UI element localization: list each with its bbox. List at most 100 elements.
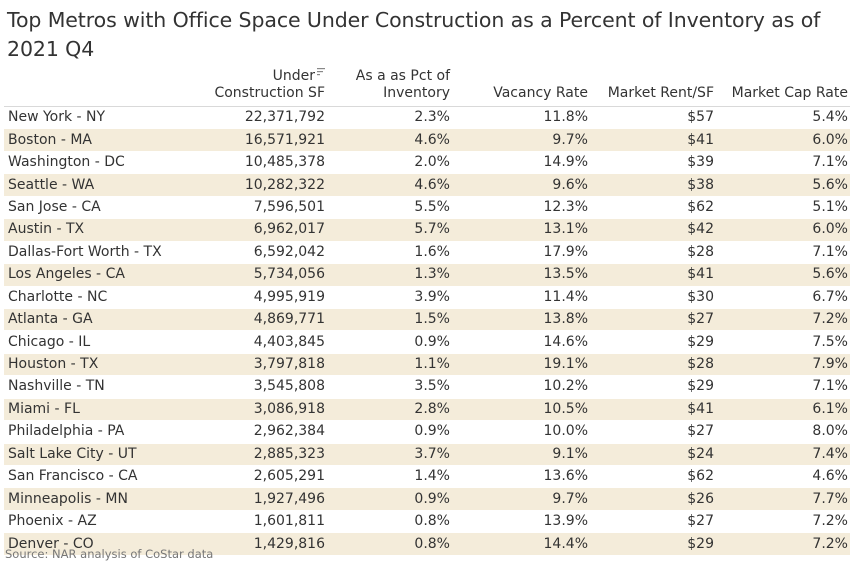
cell-pct-inventory: 0.9% xyxy=(414,333,450,350)
cell-metro: Minneapolis - MN xyxy=(8,490,128,507)
table-row[interactable]: Chicago - IL 4,403,845 0.9% 14.6% $29 7.5% xyxy=(4,331,850,354)
cell-market-rent-sf: $27 xyxy=(687,423,714,440)
cell-market-cap-rate: 7.5% xyxy=(812,333,848,350)
cell-vacancy-rate: 19.1% xyxy=(543,356,588,373)
cell-metro: Charlotte - NC xyxy=(8,288,108,305)
cell-metro: Philadelphia - PA xyxy=(8,423,125,440)
cell-metro: San Jose - CA xyxy=(8,198,101,215)
cell-vacancy-rate: 14.6% xyxy=(543,333,588,350)
cell-under-construction-sf: 7,596,501 xyxy=(253,198,325,215)
cell-market-rent-sf: $39 xyxy=(687,154,714,171)
cell-market-cap-rate: 6.7% xyxy=(812,288,848,305)
cell-market-cap-rate: 7.1% xyxy=(812,378,848,395)
cell-pct-inventory: 1.4% xyxy=(414,468,450,485)
sort-descending-icon[interactable] xyxy=(317,67,325,76)
table-row[interactable]: Boston - MA 16,571,921 4.6% 9.7% $41 6.0% xyxy=(4,128,850,152)
table-row[interactable]: Phoenix - AZ 1,601,811 0.8% 13.9% $27 7.2% xyxy=(4,510,850,533)
cell-under-construction-sf: 4,869,771 xyxy=(253,311,325,328)
cell-market-cap-rate: 8.0% xyxy=(812,423,848,440)
cell-vacancy-rate: 10.5% xyxy=(543,400,588,417)
column-header-label-line: Under xyxy=(184,67,325,85)
cell-under-construction-sf: 2,962,384 xyxy=(253,423,325,440)
table-row[interactable]: Nashville - TN 3,545,808 3.5% 10.2% $29 7.1% xyxy=(4,376,850,399)
table-row[interactable]: Houston - TX 3,797,818 1.1% 19.1% $28 7.9% xyxy=(4,353,850,376)
cell-market-cap-rate: 7.1% xyxy=(812,154,848,171)
table-body: New York - NY 22,371,792 2.3% 11.8% $57 5.4% B… xyxy=(4,107,850,556)
column-header-under-construction-sf[interactable]: Under Construction SF xyxy=(182,67,327,107)
table-row[interactable]: Austin - TX 6,962,017 5.7% 13.1% $42 6.0% xyxy=(4,218,850,242)
cell-metro: Atlanta - GA xyxy=(8,311,93,328)
column-header-market-cap-rate[interactable]: Market Cap Rate xyxy=(716,67,850,107)
cell-metro: Los Angeles - CA xyxy=(8,266,125,283)
cell-metro: Salt Lake City - UT xyxy=(8,445,137,462)
cell-metro: Nashville - TN xyxy=(8,378,105,395)
cell-pct-inventory: 2.3% xyxy=(414,109,450,126)
cell-pct-inventory: 1.6% xyxy=(414,243,450,260)
cell-metro: Austin - TX xyxy=(8,221,85,238)
column-header-vacancy-rate[interactable]: Vacancy Rate xyxy=(452,67,590,107)
cell-vacancy-rate: 10.0% xyxy=(543,423,588,440)
column-header-metro[interactable] xyxy=(4,67,182,107)
table-row[interactable]: Denver - CO 1,429,816 0.8% 14.4% $29 7.2% xyxy=(4,532,850,556)
cell-market-rent-sf: $29 xyxy=(687,378,714,395)
cell-vacancy-rate: 12.3% xyxy=(543,198,588,215)
cell-market-rent-sf: $26 xyxy=(687,490,714,507)
cell-market-cap-rate: 4.6% xyxy=(812,468,848,485)
cell-metro: New York - NY xyxy=(8,109,106,126)
cell-market-rent-sf: $27 xyxy=(687,311,714,328)
table-row[interactable]: Charlotte - NC 4,995,919 3.9% 11.4% $30 6.7% xyxy=(4,286,850,309)
column-header-label xyxy=(6,68,180,85)
cell-metro: Houston - TX xyxy=(8,356,99,373)
table-row[interactable]: Los Angeles - CA 5,734,056 1.3% 13.5% $41 5.6… xyxy=(4,263,850,286)
cell-pct-inventory: 1.3% xyxy=(414,266,450,283)
cell-pct-inventory: 2.0% xyxy=(414,154,450,171)
cell-market-cap-rate: 6.0% xyxy=(812,221,848,238)
cell-pct-inventory: 3.9% xyxy=(414,288,450,305)
cell-vacancy-rate: 14.9% xyxy=(543,154,588,171)
table-row[interactable]: Atlanta - GA 4,869,771 1.5% 13.8% $27 7.2% xyxy=(4,308,850,331)
cell-metro: Boston - MA xyxy=(8,131,92,148)
table-row[interactable]: San Francisco - CA 2,605,291 1.4% 13.6% $62 4… xyxy=(4,466,850,488)
cell-market-rent-sf: $62 xyxy=(687,198,714,215)
table-row[interactable]: Dallas-Fort Worth - TX 6,592,042 1.6% 17.9%… xyxy=(4,241,850,264)
column-header-label xyxy=(454,68,588,85)
cell-under-construction-sf: 6,962,017 xyxy=(253,221,325,238)
cell-market-cap-rate: 7.9% xyxy=(812,356,848,373)
cell-pct-inventory: 4.6% xyxy=(414,176,450,193)
cell-vacancy-rate: 13.5% xyxy=(543,266,588,283)
table-row[interactable]: Philadelphia - PA 2,962,384 0.9% 10.0% $27 8.… xyxy=(4,421,850,444)
cell-under-construction-sf: 3,086,918 xyxy=(253,400,325,417)
cell-vacancy-rate: 9.7% xyxy=(552,490,588,507)
cell-metro: Dallas-Fort Worth - TX xyxy=(8,243,162,260)
cell-metro: Miami - FL xyxy=(8,400,80,417)
table-row[interactable]: San Jose - CA 7,596,501 5.5% 12.3% $62 5.1% xyxy=(4,196,850,219)
table-row[interactable]: Washington - DC 10,485,378 2.0% 14.9% $39 7.1… xyxy=(4,151,850,174)
column-header-label: Under xyxy=(272,68,315,84)
cell-under-construction-sf: 3,545,808 xyxy=(253,378,325,395)
cell-under-construction-sf: 10,282,322 xyxy=(244,176,325,193)
cell-vacancy-rate: 17.9% xyxy=(543,243,588,260)
cell-market-rent-sf: $62 xyxy=(687,468,714,485)
cell-market-cap-rate: 5.1% xyxy=(812,198,848,215)
cell-under-construction-sf: 4,995,919 xyxy=(253,288,325,305)
table-row[interactable]: Salt Lake City - UT 2,885,323 3.7% 9.1% $24 7… xyxy=(4,443,850,466)
column-header-pct-inventory[interactable]: As a as Pct of Inventory xyxy=(327,67,452,107)
table-row[interactable]: Seattle - WA 10,282,322 4.6% 9.6% $38 5.6% xyxy=(4,173,850,197)
cell-under-construction-sf: 4,403,845 xyxy=(253,333,325,350)
cell-vacancy-rate: 14.4% xyxy=(543,535,588,552)
cell-market-cap-rate: 5.4% xyxy=(812,109,848,126)
table-row[interactable]: Miami - FL 3,086,918 2.8% 10.5% $41 6.1% xyxy=(4,398,850,421)
header-row: Under Construction SF As a as Pct of Invent… xyxy=(4,67,850,107)
cell-market-rent-sf: $24 xyxy=(687,445,714,462)
cell-market-rent-sf: $41 xyxy=(687,131,714,148)
cell-pct-inventory: 0.9% xyxy=(414,423,450,440)
table-row[interactable]: Minneapolis - MN 1,927,496 0.9% 9.7% $26 7.7% xyxy=(4,487,850,511)
column-header-label: Market Cap Rate xyxy=(731,85,848,101)
metros-table: Under Construction SF As a as Pct of Invent… xyxy=(4,67,850,556)
cell-vacancy-rate: 11.8% xyxy=(543,109,588,126)
column-header-market-rent-sf[interactable]: Market Rent/SF xyxy=(590,67,716,107)
cell-market-cap-rate: 7.1% xyxy=(812,243,848,260)
cell-market-rent-sf: $29 xyxy=(687,333,714,350)
cell-market-cap-rate: 5.6% xyxy=(812,176,848,193)
table-row[interactable]: New York - NY 22,371,792 2.3% 11.8% $57 5.4% xyxy=(4,107,850,129)
